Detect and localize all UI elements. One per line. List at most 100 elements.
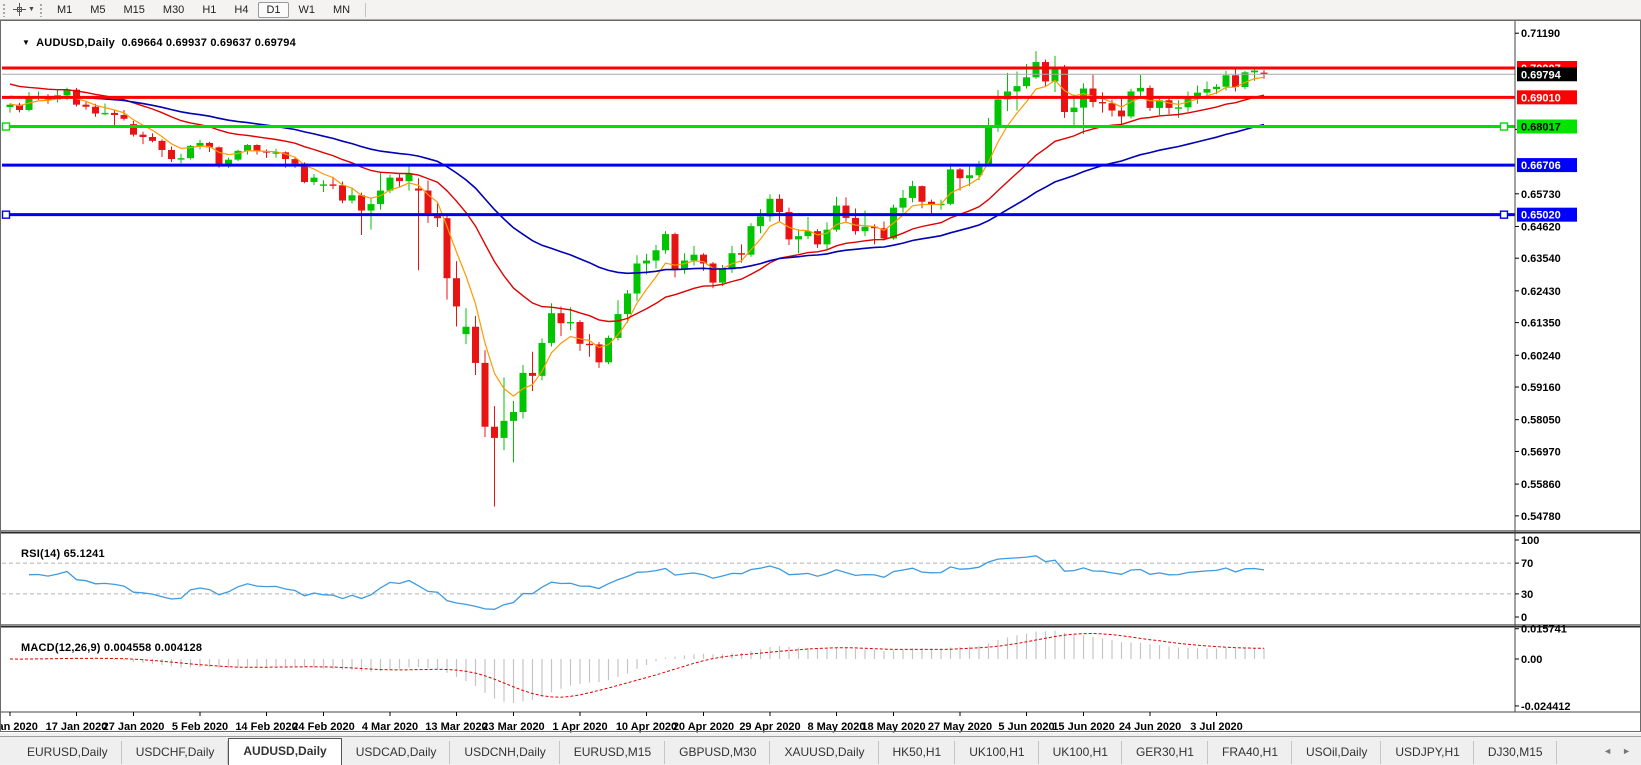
candle-body xyxy=(1109,103,1116,110)
timeframe-button-m30[interactable]: M30 xyxy=(155,2,192,18)
panel-separator[interactable] xyxy=(0,624,1641,625)
toolbar-grip[interactable] xyxy=(2,3,7,17)
timeframe-button-h1[interactable]: H1 xyxy=(194,2,224,18)
candle-body xyxy=(1251,71,1258,73)
timeframe-button-mn[interactable]: MN xyxy=(325,2,358,18)
price-tick-label: 0.64620 xyxy=(1521,221,1561,233)
chart-tab-fra40-h1[interactable]: FRA40,H1 xyxy=(1208,741,1292,764)
candle-body xyxy=(1223,75,1230,86)
timeframe-button-m1[interactable]: M1 xyxy=(49,2,80,18)
timeframe-button-m5[interactable]: M5 xyxy=(82,2,113,18)
candle-body xyxy=(624,294,631,315)
candle-body xyxy=(320,184,327,185)
candle-body xyxy=(349,195,356,200)
price-line-label: 0.68017 xyxy=(1517,120,1577,134)
price-line-label: 0.69010 xyxy=(1517,90,1577,104)
panel-separator[interactable] xyxy=(0,530,1641,531)
candle-body xyxy=(368,204,375,210)
candle-body xyxy=(197,143,204,146)
chart-tab-usdchf-daily[interactable]: USDCHF,Daily xyxy=(122,741,229,764)
candle-body xyxy=(966,175,973,178)
price-line-label-text: 0.65020 xyxy=(1521,210,1561,222)
chart-ohlc-values: 0.69664 0.69937 0.69637 0.69794 xyxy=(121,37,295,49)
chart-tab-audusd-daily[interactable]: AUDUSD,Daily xyxy=(228,738,341,765)
panel-separator[interactable] xyxy=(0,626,1641,628)
candle-body xyxy=(862,227,869,231)
chart-tab-usdcnh-daily[interactable]: USDCNH,Daily xyxy=(450,741,559,764)
panel-separator[interactable] xyxy=(0,532,1641,534)
candle-body xyxy=(482,363,489,427)
chevron-down-icon[interactable]: ▼ xyxy=(28,6,35,13)
candle-body xyxy=(643,261,650,264)
price-line-label-text: 0.66706 xyxy=(1521,160,1561,172)
crosshair-tool-icon[interactable] xyxy=(11,2,27,17)
timeframe-button-m15[interactable]: M15 xyxy=(116,2,153,18)
chart-tab-xauusd-daily[interactable]: XAUUSD,Daily xyxy=(770,741,878,764)
chart-tab-usdcad-daily[interactable]: USDCAD,Daily xyxy=(342,741,451,764)
candle-body xyxy=(586,344,593,345)
candle-body xyxy=(776,199,783,212)
chart-tab-uk100-h1[interactable]: UK100,H1 xyxy=(955,741,1038,764)
rsi-tick-label: 100 xyxy=(1521,535,1539,547)
price-tick-label: 0.55860 xyxy=(1521,479,1561,491)
candle-body xyxy=(757,216,764,226)
candle-body xyxy=(1118,111,1125,117)
toolbar-separator xyxy=(365,3,366,17)
candle-body xyxy=(83,105,90,107)
candle-body xyxy=(1128,91,1135,116)
candle-body xyxy=(900,198,907,208)
tab-scroll-right-icon[interactable]: ► xyxy=(1622,746,1631,756)
chart-tab-usdjpy-h1[interactable]: USDJPY,H1 xyxy=(1381,741,1473,764)
candle-body xyxy=(577,322,584,344)
rsi-indicator-label: RSI(14) 65.1241 xyxy=(8,536,105,572)
rsi-tick-label: 0 xyxy=(1521,612,1527,624)
chart-symbol-period: AUDUSD,Daily xyxy=(36,37,115,49)
candle-body xyxy=(719,269,726,282)
macd-tick-label: 0.015741 xyxy=(1521,624,1567,636)
candle-body xyxy=(795,236,802,239)
candle-body xyxy=(168,150,175,159)
price-tick-label: 0.58050 xyxy=(1521,415,1561,427)
candle-body xyxy=(691,255,698,261)
chart-tab-hk50-h1[interactable]: HK50,H1 xyxy=(879,741,956,764)
price-tick-label: 0.62430 xyxy=(1521,286,1561,298)
chart-tab-dj30-m15[interactable]: DJ30,M15 xyxy=(1474,741,1557,764)
price-tick-label: 0.61350 xyxy=(1521,318,1561,330)
candle-body xyxy=(330,184,337,185)
candle-body xyxy=(178,158,185,159)
collapse-triangle-icon[interactable]: ▼ xyxy=(22,38,30,47)
price-chart[interactable]: 0.711900.679200.657300.646200.635400.624… xyxy=(0,20,1641,733)
timeframe-button-w1[interactable]: W1 xyxy=(291,2,324,18)
candle-body xyxy=(1014,86,1021,91)
candle-body xyxy=(653,250,660,260)
candle-body xyxy=(1166,100,1173,108)
current-price-label-text: 0.69794 xyxy=(1521,69,1562,81)
candle-body xyxy=(681,261,688,270)
rsi-tick-label: 30 xyxy=(1521,589,1533,601)
candle-body xyxy=(1175,107,1182,108)
candle-body xyxy=(111,113,118,115)
chart-tab-uk100-h1[interactable]: UK100,H1 xyxy=(1039,741,1122,764)
chart-tab-ger30-h1[interactable]: GER30,H1 xyxy=(1122,741,1208,764)
candle-body xyxy=(216,147,223,164)
chart-tab-usoil-daily[interactable]: USOil,Daily xyxy=(1292,741,1381,764)
line-handle[interactable] xyxy=(3,211,10,218)
chart-tab-eurusd-m15[interactable]: EURUSD,M15 xyxy=(560,741,665,764)
candle-body xyxy=(1023,77,1030,86)
candle-body xyxy=(463,327,470,334)
chart-tab-eurusd-daily[interactable]: EURUSD,Daily xyxy=(14,741,122,764)
price-tick-label: 0.71190 xyxy=(1521,28,1560,40)
toolbar-grip-2[interactable] xyxy=(39,3,44,17)
timeframe-button-h4[interactable]: H4 xyxy=(226,2,256,18)
timeframe-button-d1[interactable]: D1 xyxy=(258,2,288,18)
line-handle[interactable] xyxy=(1501,123,1508,130)
tab-scroll-left-icon[interactable]: ◄ xyxy=(1603,746,1612,756)
chart-tab-gbpusd-m30[interactable]: GBPUSD,M30 xyxy=(665,741,770,764)
rsi-tick-label: 70 xyxy=(1521,558,1533,570)
line-handle[interactable] xyxy=(1501,211,1508,218)
candle-body xyxy=(567,322,574,323)
line-handle[interactable] xyxy=(3,123,10,130)
chart-title: ▼ AUDUSD,Daily 0.69664 0.69937 0.69637 0.… xyxy=(9,25,296,61)
macd-tick-label: 0.00 xyxy=(1521,654,1542,666)
price-tick-label: 0.63540 xyxy=(1521,253,1561,265)
